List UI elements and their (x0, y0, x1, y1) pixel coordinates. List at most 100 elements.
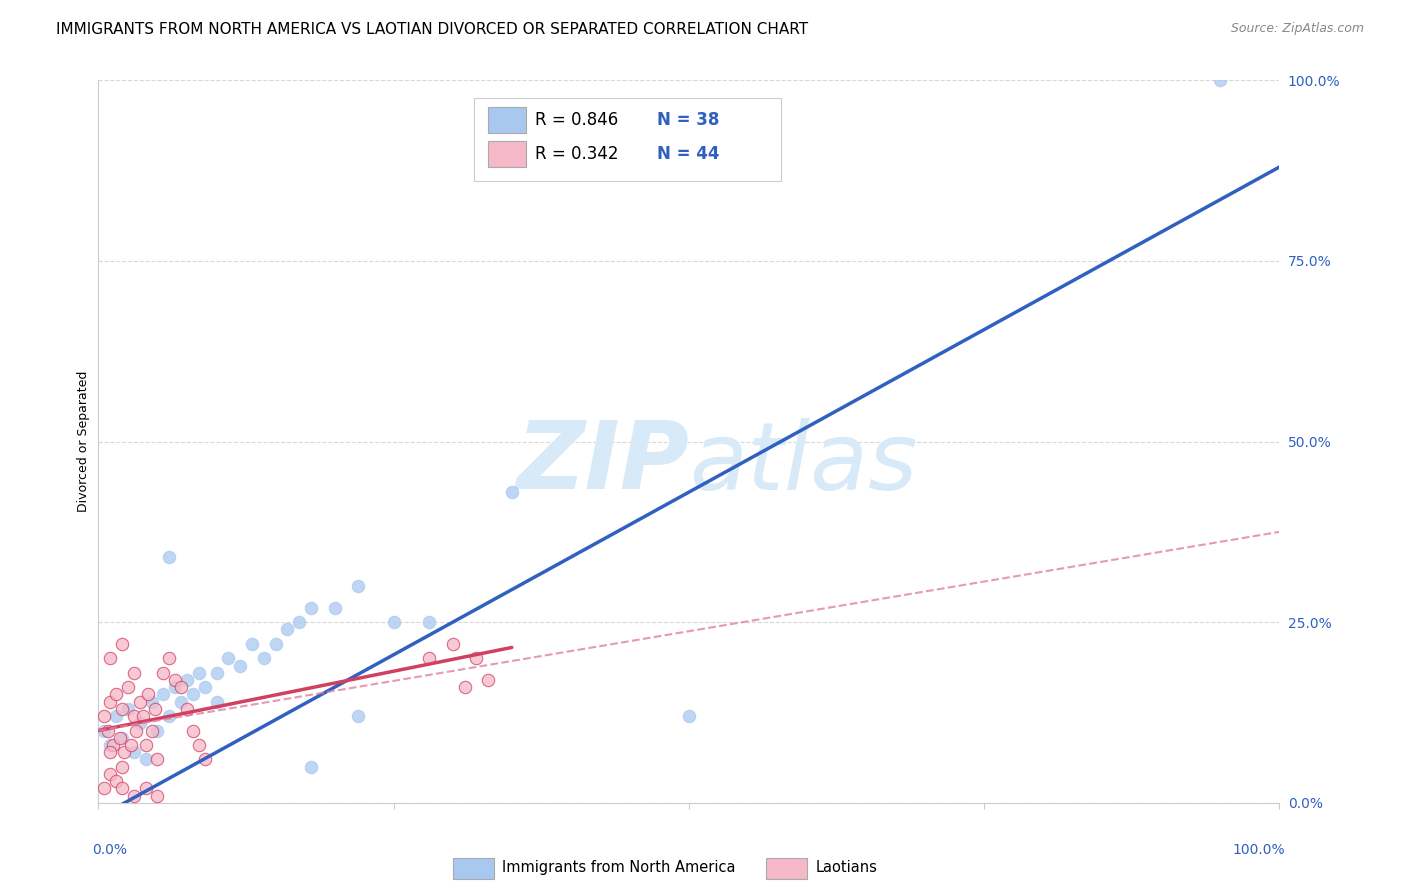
Text: Source: ZipAtlas.com: Source: ZipAtlas.com (1230, 22, 1364, 36)
Point (132, 709, 155, 723)
Point (205, 695, 228, 709)
Point (229, 658, 252, 673)
Point (122, 665, 145, 680)
Point (181, 723, 204, 738)
Point (135, 752, 157, 766)
Point (108, 731, 131, 745)
Point (98, 651, 121, 665)
Point (165, 673, 187, 687)
Point (93, 709, 115, 723)
Point (157, 550, 180, 565)
Y-axis label: Divorced or Separated: Divorced or Separated (77, 371, 90, 512)
Point (121, 738, 143, 752)
Point (136, 687, 159, 701)
Point (101, 738, 124, 752)
Text: ZIP: ZIP (516, 417, 689, 509)
Point (181, 687, 204, 701)
Text: Laotians: Laotians (815, 860, 877, 875)
Point (117, 680, 139, 694)
FancyBboxPatch shape (453, 858, 494, 879)
Point (98, 695, 121, 709)
Point (323, 600, 346, 615)
Point (288, 615, 311, 630)
Text: R = 0.342: R = 0.342 (536, 145, 619, 163)
Point (382, 615, 405, 630)
Text: 0.0%: 0.0% (93, 843, 128, 856)
Point (105, 709, 128, 723)
Point (97, 723, 120, 738)
Text: 100.0%: 100.0% (1233, 843, 1285, 856)
Point (465, 651, 488, 665)
Point (501, 485, 523, 500)
Point (453, 680, 475, 694)
Point (93, 723, 115, 738)
Point (187, 738, 209, 752)
FancyBboxPatch shape (488, 141, 526, 167)
Text: R = 0.846: R = 0.846 (536, 111, 619, 129)
Point (98, 738, 121, 752)
Text: Immigrants from North America: Immigrants from North America (502, 860, 735, 875)
Text: atlas: atlas (689, 417, 917, 508)
Point (122, 789, 145, 803)
Point (141, 723, 163, 738)
Point (176, 673, 198, 687)
Point (98, 767, 121, 781)
Point (347, 579, 370, 593)
Point (125, 723, 148, 738)
Point (299, 760, 322, 774)
Point (170, 695, 193, 709)
Point (117, 702, 139, 716)
Point (111, 637, 134, 651)
Point (276, 623, 298, 637)
Text: N = 44: N = 44 (657, 145, 720, 163)
Point (128, 716, 150, 731)
Point (111, 781, 134, 796)
Point (418, 615, 440, 630)
Point (98, 745, 121, 759)
Point (347, 709, 370, 723)
Point (299, 600, 322, 615)
Point (264, 637, 287, 651)
FancyBboxPatch shape (474, 98, 782, 181)
Point (135, 781, 157, 796)
Point (135, 738, 157, 752)
Point (1209, 73, 1232, 87)
Point (418, 651, 440, 665)
Point (105, 687, 128, 701)
Point (128, 695, 150, 709)
Point (678, 709, 700, 723)
Point (122, 745, 145, 759)
Point (170, 680, 193, 694)
Point (143, 702, 166, 716)
Point (141, 695, 163, 709)
Point (111, 731, 134, 745)
Point (93, 781, 115, 796)
Point (217, 651, 239, 665)
Point (112, 745, 135, 759)
Point (152, 665, 174, 680)
Point (146, 723, 169, 738)
Point (194, 680, 217, 694)
Point (111, 702, 134, 716)
Point (152, 687, 174, 701)
Point (111, 760, 134, 774)
Point (165, 680, 187, 694)
Point (253, 651, 276, 665)
Point (157, 651, 180, 665)
Point (122, 709, 145, 723)
Text: N = 38: N = 38 (657, 111, 720, 129)
FancyBboxPatch shape (488, 107, 526, 133)
FancyBboxPatch shape (766, 858, 807, 879)
Point (176, 702, 198, 716)
Point (441, 637, 464, 651)
Point (105, 774, 128, 789)
Point (146, 752, 169, 766)
Point (146, 789, 169, 803)
Point (477, 673, 499, 687)
Point (194, 752, 217, 766)
Point (205, 665, 228, 680)
Text: IMMIGRANTS FROM NORTH AMERICA VS LAOTIAN DIVORCED OR SEPARATED CORRELATION CHART: IMMIGRANTS FROM NORTH AMERICA VS LAOTIAN… (56, 22, 808, 37)
Point (240, 637, 263, 651)
Point (157, 709, 180, 723)
Point (187, 665, 209, 680)
